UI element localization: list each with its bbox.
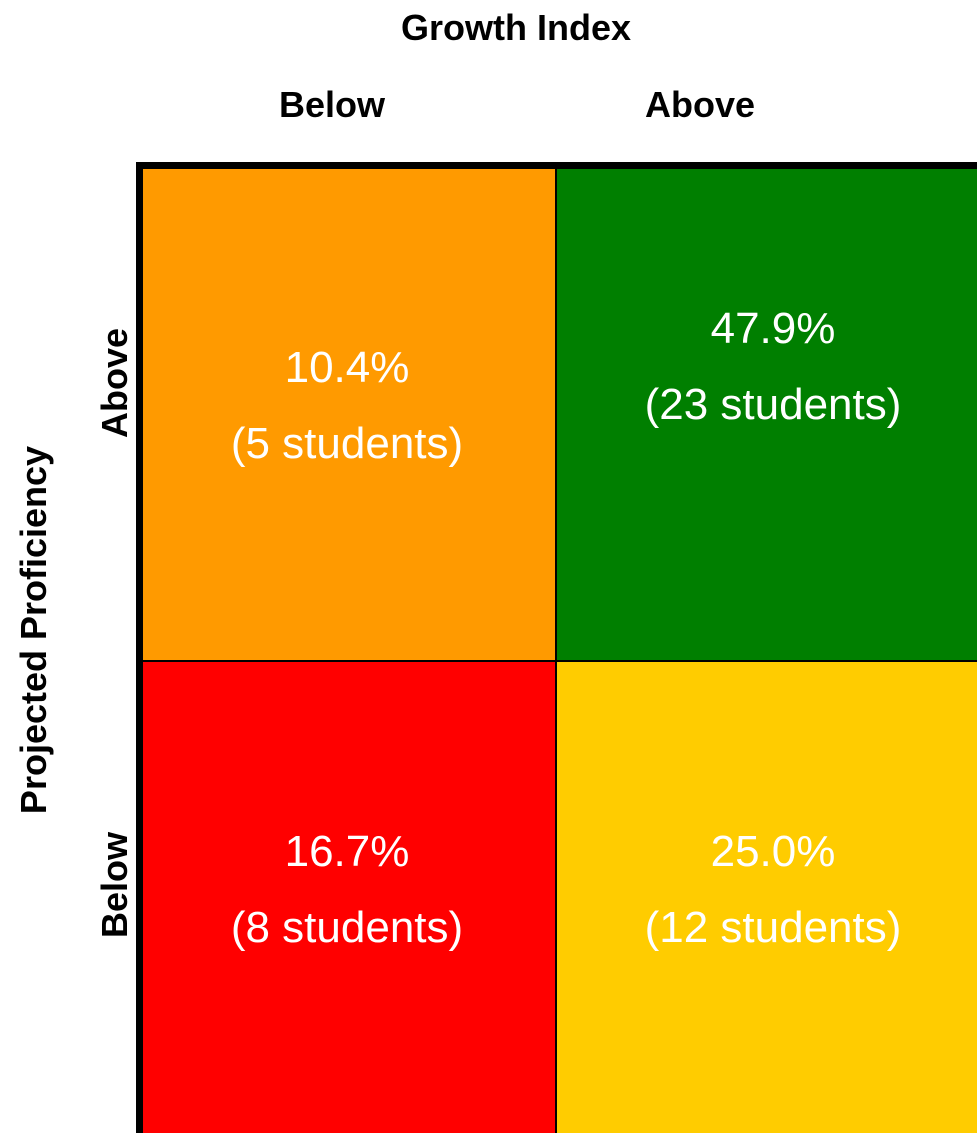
cell-count-label-below-below: (8 students) xyxy=(231,903,463,952)
cell-percent-label-above-below: 10.4% xyxy=(285,343,410,392)
y-tick-label-below: Below xyxy=(94,831,135,938)
cell-below-above xyxy=(555,660,977,1133)
cell-percent-label-below-above: 25.0% xyxy=(711,827,836,876)
cell-above-below xyxy=(141,167,557,662)
cell-count-label-below-above: (12 students) xyxy=(645,903,902,952)
y-axis-title: Projected Proficiency xyxy=(13,446,54,814)
cell-above-above xyxy=(555,167,977,662)
x-tick-label-below: Below xyxy=(279,84,386,125)
y-tick-label-above: Above xyxy=(94,328,135,438)
x-tick-label-above: Above xyxy=(645,84,755,125)
plot-border xyxy=(136,162,977,1133)
x-axis-title: Growth Index xyxy=(401,7,631,48)
quadrant-cells: 10.4% (5 students) 47.9% (23 students) 16.7%… xyxy=(141,167,977,1133)
cell-below-below xyxy=(141,660,557,1133)
cell-count-label-above-above: (23 students) xyxy=(645,380,902,429)
cell-count-label-above-below: (5 students) xyxy=(231,419,463,468)
cell-percent-label-below-below: 16.7% xyxy=(285,827,410,876)
cell-percent-label-above-above: 47.9% xyxy=(711,304,836,353)
